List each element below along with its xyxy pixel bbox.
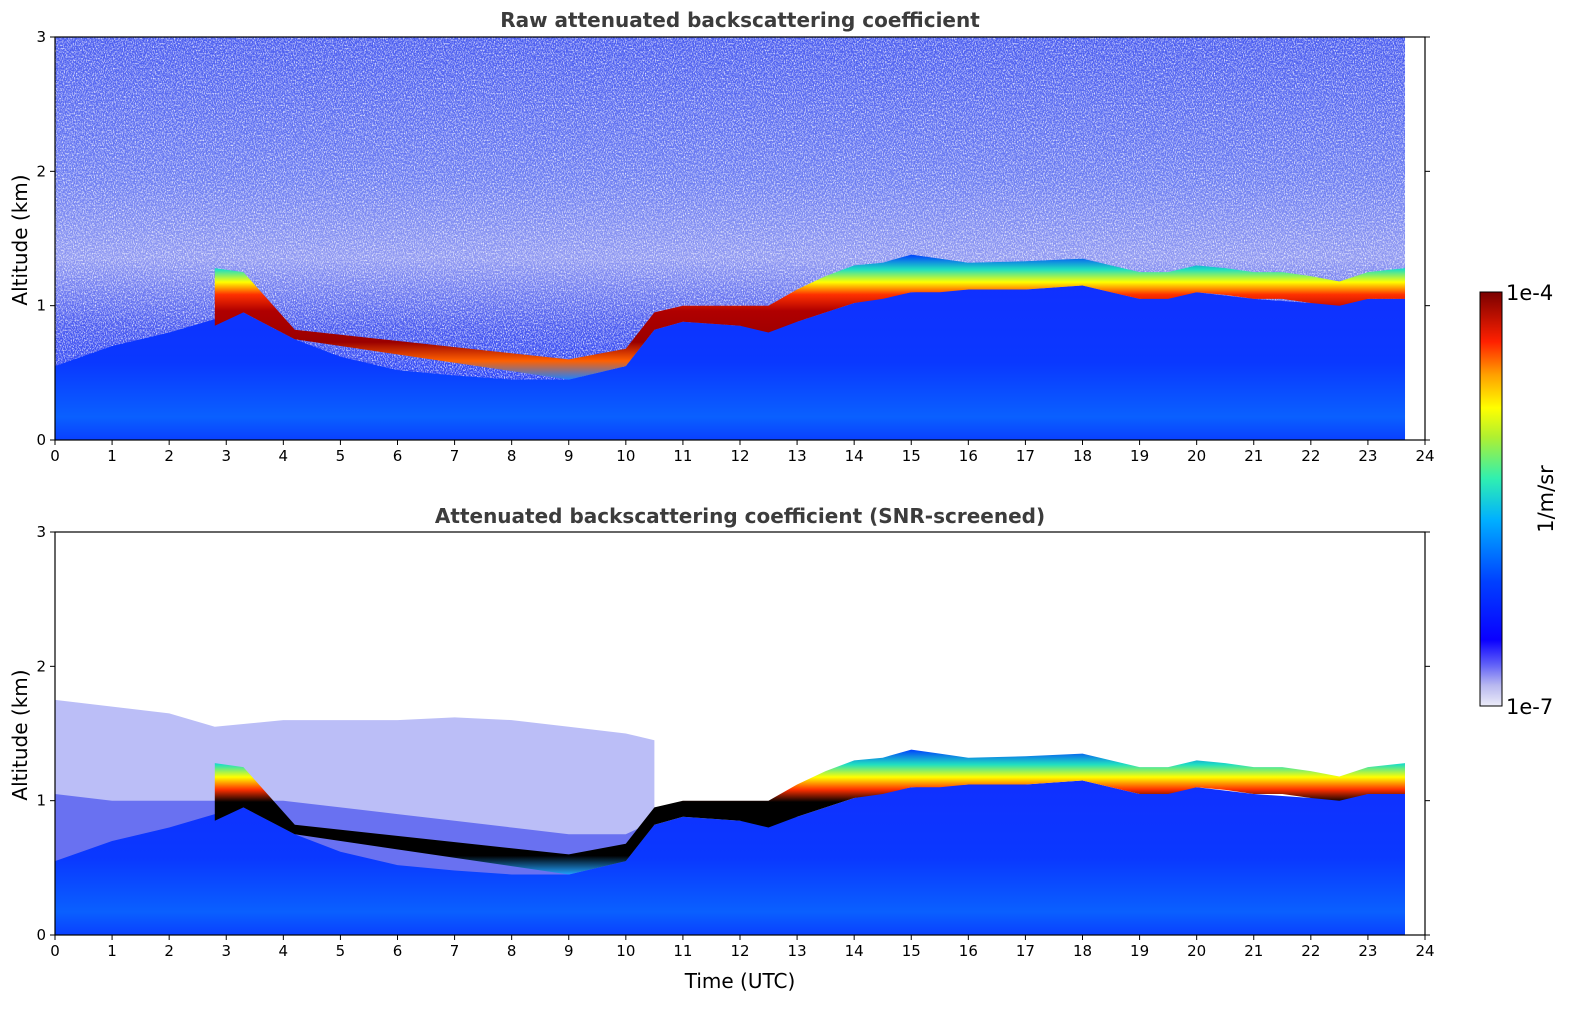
x-tick-label: 18 bbox=[1073, 942, 1092, 960]
panel-raw: Raw attenuated backscattering coefficien… bbox=[8, 8, 1435, 465]
heatmap-screened bbox=[55, 699, 1405, 935]
x-tick-label: 17 bbox=[1016, 942, 1035, 960]
x-tick-label: 18 bbox=[1073, 447, 1092, 465]
x-tick-label: 1 bbox=[107, 942, 117, 960]
x-tick-label: 20 bbox=[1187, 942, 1206, 960]
x-axis-raw: 0 1 2 3 4 5 6 7 8 9 10 11 12 13 14 15 16 17 18 19 20 21 22 23 24 bbox=[50, 440, 1435, 465]
y-axis-label-screened: Altitude (km) bbox=[8, 669, 32, 800]
x-tick-label: 24 bbox=[1415, 942, 1434, 960]
x-tick-label: 8 bbox=[507, 942, 517, 960]
x-tick-label: 7 bbox=[450, 942, 460, 960]
x-tick-label: 21 bbox=[1244, 447, 1263, 465]
x-tick-label: 10 bbox=[616, 942, 635, 960]
x-tick-label: 20 bbox=[1187, 447, 1206, 465]
x-tick-label: 11 bbox=[673, 447, 692, 465]
x-tick-label: 14 bbox=[845, 942, 864, 960]
y-tick-label: 1 bbox=[36, 297, 46, 315]
y-axis-label-raw: Altitude (km) bbox=[8, 174, 32, 305]
y-tick-label: 3 bbox=[36, 523, 46, 541]
y-tick-label: 0 bbox=[36, 926, 46, 944]
x-tick-label: 15 bbox=[902, 942, 921, 960]
x-tick-label: 8 bbox=[507, 447, 517, 465]
x-tick-label: 22 bbox=[1301, 942, 1320, 960]
x-tick-label: 2 bbox=[164, 942, 174, 960]
chart-title-screened: Attenuated backscattering coefficient (S… bbox=[435, 504, 1045, 528]
x-tick-label: 19 bbox=[1130, 942, 1149, 960]
x-tick-label: 5 bbox=[336, 447, 346, 465]
x-tick-label: 21 bbox=[1244, 942, 1263, 960]
x-tick-label: 1 bbox=[107, 447, 117, 465]
colorbar-max-label: 1e-4 bbox=[1506, 281, 1553, 305]
y-axis-screened: 0 1 2 3 bbox=[36, 523, 1430, 944]
x-tick-label: 13 bbox=[788, 942, 807, 960]
cloud-layer-raw bbox=[214, 254, 1405, 380]
x-tick-label: 6 bbox=[393, 447, 403, 465]
x-tick-label: 12 bbox=[730, 942, 749, 960]
x-tick-label: 9 bbox=[564, 447, 574, 465]
x-tick-label: 2 bbox=[164, 447, 174, 465]
x-tick-label: 7 bbox=[450, 447, 460, 465]
colorbar-unit-label: 1/m/sr bbox=[1534, 465, 1558, 533]
x-tick-label: 15 bbox=[902, 447, 921, 465]
x-tick-label: 6 bbox=[393, 942, 403, 960]
x-tick-label: 0 bbox=[50, 447, 60, 465]
y-axis-raw: 0 1 2 3 bbox=[36, 28, 1430, 449]
heatmap-raw bbox=[55, 37, 1406, 440]
colorbar-min-label: 1e-7 bbox=[1506, 695, 1553, 719]
x-tick-label: 5 bbox=[336, 942, 346, 960]
x-tick-label: 12 bbox=[730, 447, 749, 465]
x-tick-label: 10 bbox=[616, 447, 635, 465]
y-tick-label: 1 bbox=[36, 792, 46, 810]
x-tick-label: 3 bbox=[221, 447, 231, 465]
cloud-layer-screened bbox=[214, 749, 1405, 875]
colorbar: 1e-4 1e-7 1/m/sr bbox=[1479, 281, 1558, 719]
y-tick-label: 2 bbox=[36, 657, 46, 675]
x-tick-label: 16 bbox=[959, 942, 978, 960]
x-tick-label: 23 bbox=[1358, 942, 1377, 960]
chart-title-raw: Raw attenuated backscattering coefficien… bbox=[500, 8, 980, 32]
y-tick-label: 2 bbox=[36, 162, 46, 180]
x-tick-label: 11 bbox=[673, 942, 692, 960]
x-tick-label: 9 bbox=[564, 942, 574, 960]
x-tick-label: 16 bbox=[959, 447, 978, 465]
x-axis-label: Time (UTC) bbox=[684, 969, 796, 993]
x-tick-label: 17 bbox=[1016, 447, 1035, 465]
panel-screened: Attenuated backscattering coefficient (S… bbox=[8, 504, 1435, 993]
x-tick-label: 4 bbox=[279, 447, 289, 465]
boundary-layer-screened bbox=[55, 780, 1405, 935]
x-tick-label: 22 bbox=[1301, 447, 1320, 465]
x-axis-screened: 0 1 2 3 4 5 6 7 8 9 10 11 12 13 14 15 16 17 18 19 20 21 22 23 24 bbox=[50, 935, 1435, 960]
x-tick-label: 3 bbox=[221, 942, 231, 960]
x-tick-label: 14 bbox=[845, 447, 864, 465]
boundary-layer-raw bbox=[55, 285, 1405, 440]
x-tick-label: 19 bbox=[1130, 447, 1149, 465]
x-tick-label: 13 bbox=[788, 447, 807, 465]
x-tick-label: 0 bbox=[50, 942, 60, 960]
x-tick-label: 24 bbox=[1415, 447, 1434, 465]
y-tick-label: 3 bbox=[36, 28, 46, 46]
y-tick-label: 0 bbox=[36, 431, 46, 449]
x-tick-label: 23 bbox=[1358, 447, 1377, 465]
colorbar-gradient bbox=[1479, 291, 1503, 707]
x-tick-label: 4 bbox=[279, 942, 289, 960]
